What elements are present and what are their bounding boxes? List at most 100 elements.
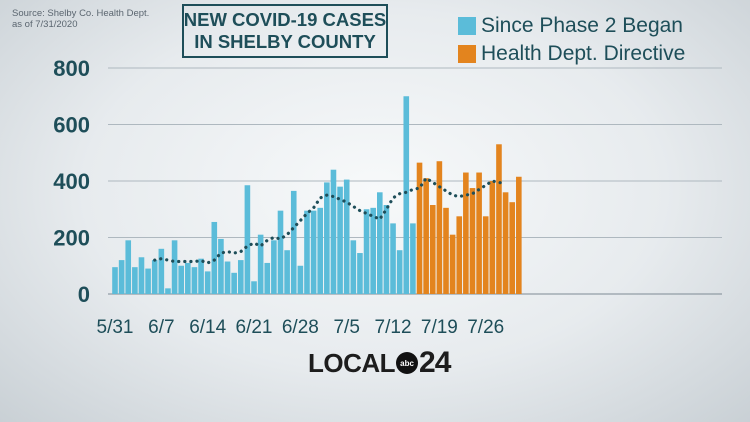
- bar-phase2: [343, 179, 350, 294]
- y-tick-label: 400: [53, 169, 90, 194]
- bar-phase2: [231, 272, 237, 294]
- bar-phase2: [284, 250, 290, 294]
- bar-phase2: [251, 281, 257, 294]
- bar-phase2: [257, 234, 264, 294]
- bar-phase2: [377, 192, 383, 294]
- y-tick-label: 200: [53, 226, 90, 251]
- bar-phase2: [297, 265, 304, 294]
- bar-phase2: [317, 207, 324, 294]
- bar-directive: [416, 162, 423, 294]
- bar-phase2: [310, 210, 317, 294]
- legend: Since Phase 2 Began Health Dept. Directi…: [458, 12, 685, 68]
- bar-phase2: [171, 240, 178, 294]
- bar-directive: [436, 161, 443, 294]
- bar-phase2: [363, 209, 370, 294]
- bar-phase2: [224, 261, 231, 294]
- bar-phase2: [218, 238, 224, 294]
- y-axis-ticks: 0 200 400 600 800: [53, 56, 90, 307]
- x-tick-label: 6/7: [148, 317, 174, 338]
- x-tick-label: 5/31: [97, 317, 134, 338]
- bar-phase2: [324, 182, 330, 294]
- bar-phase2: [337, 186, 343, 294]
- bar-phase2: [390, 223, 396, 295]
- bar-phase2: [396, 250, 403, 294]
- bar-directive: [423, 178, 429, 294]
- bar-phase2: [211, 221, 218, 294]
- bar-phase2: [138, 257, 145, 294]
- title-line-1: NEW COVID-19 CASES: [183, 9, 387, 30]
- bars: [112, 96, 522, 295]
- legend-swatch-phase2: [458, 17, 476, 35]
- bar-directive: [463, 172, 469, 294]
- rolling-average-line: [153, 175, 508, 265]
- y-tick-label: 0: [78, 282, 90, 307]
- legend-swatch-directive: [458, 45, 476, 63]
- bar-phase2: [370, 207, 376, 294]
- x-tick-label: 6/14: [189, 317, 226, 338]
- bar-phase2: [125, 240, 132, 294]
- logo-channel-number: 24: [419, 346, 451, 379]
- x-tick-label: 7/5: [333, 317, 359, 338]
- bar-phase2: [237, 260, 244, 294]
- bar-phase2: [383, 205, 390, 294]
- bar-phase2: [178, 265, 184, 294]
- x-tick-label: 7/19: [421, 317, 458, 338]
- bar-phase2: [198, 258, 204, 294]
- chart-title: NEW COVID-19 CASES IN SHELBY COUNTY: [182, 4, 388, 58]
- x-tick-label: 6/28: [282, 317, 319, 338]
- bar-phase2: [277, 210, 284, 294]
- bar-phase2: [244, 185, 251, 294]
- x-tick-label: 6/21: [236, 317, 273, 338]
- bar-phase2: [403, 96, 410, 294]
- bar-directive: [443, 207, 449, 294]
- bar-phase2: [151, 260, 158, 294]
- y-tick-label: 800: [53, 56, 90, 81]
- station-logo: LOCAL abc 24: [308, 345, 451, 381]
- bar-directive: [489, 181, 496, 294]
- legend-item-phase2: Since Phase 2 Began: [458, 12, 685, 40]
- bar-phase2: [112, 267, 118, 294]
- bar-phase2: [185, 262, 191, 294]
- bar-phase2: [145, 268, 151, 294]
- bar-directive: [509, 202, 515, 294]
- bar-directive: [496, 144, 502, 294]
- logo-local-text: LOCAL: [308, 347, 396, 378]
- bar-phase2: [118, 260, 125, 294]
- bar-phase2: [165, 288, 171, 294]
- bar-directive: [469, 188, 476, 294]
- bar-phase2: [357, 253, 363, 294]
- bar-directive: [482, 216, 489, 294]
- x-tick-label: 7/12: [375, 317, 412, 338]
- x-axis-ticks: 5/31 6/7 6/14 6/21 6/28 7/5 7/12 7/19 7/26: [97, 317, 505, 338]
- bar-directive: [502, 192, 509, 294]
- bar-phase2: [132, 267, 138, 294]
- bar-phase2: [204, 271, 211, 294]
- bar-phase2: [330, 169, 337, 294]
- legend-label-phase2: Since Phase 2 Began: [481, 14, 683, 37]
- bar-directive: [456, 216, 463, 294]
- trend-line: [153, 175, 508, 265]
- source-date: as of 7/31/2020: [12, 19, 78, 30]
- bar-phase2: [290, 190, 297, 294]
- bar-directive: [429, 205, 436, 294]
- abc-network-icon: abc: [396, 352, 419, 374]
- bar-phase2: [158, 248, 165, 294]
- bar-phase2: [264, 262, 271, 294]
- bar-directive: [516, 176, 522, 294]
- bar-directive: [476, 172, 482, 294]
- bar-phase2: [191, 267, 198, 294]
- bar-phase2: [271, 240, 277, 294]
- legend-item-directive: Health Dept. Directive: [458, 40, 685, 68]
- legend-label-directive: Health Dept. Directive: [481, 42, 686, 65]
- source-note: Source: Shelby Co. Health Dept. as of 7/…: [12, 8, 149, 30]
- bar-directive: [449, 234, 456, 294]
- bar-phase2: [410, 223, 416, 295]
- title-line-2: IN SHELBY COUNTY: [194, 31, 376, 52]
- grid-lines: [108, 67, 722, 295]
- source-line-1: Source: Shelby Co. Health Dept.: [12, 8, 150, 19]
- bar-phase2: [304, 210, 310, 294]
- bar-phase2: [350, 240, 357, 294]
- y-tick-label: 600: [53, 113, 90, 138]
